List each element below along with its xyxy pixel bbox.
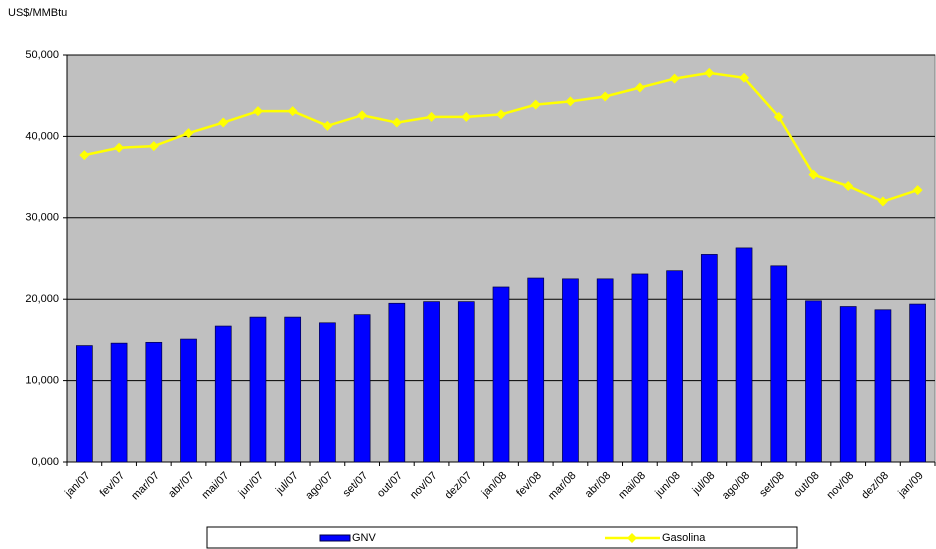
bar bbox=[596, 278, 614, 463]
y-tick-label: 20,000 bbox=[25, 293, 59, 305]
marker bbox=[634, 82, 645, 93]
marker bbox=[252, 106, 263, 117]
x-tick-label: mar/07 bbox=[129, 470, 162, 503]
x-tick-label: mar/08 bbox=[546, 470, 579, 503]
marker bbox=[461, 111, 472, 122]
x-tick-label: dez/07 bbox=[443, 470, 475, 502]
bar bbox=[839, 306, 857, 463]
bar bbox=[180, 338, 197, 463]
bar bbox=[562, 278, 579, 463]
marker bbox=[218, 117, 229, 128]
bar bbox=[457, 301, 475, 463]
x-tick-label: nov/07 bbox=[408, 470, 440, 502]
bar bbox=[249, 316, 267, 463]
x-tick-label: nov/08 bbox=[825, 470, 857, 502]
marker bbox=[183, 128, 194, 139]
x-tick-label: abr/08 bbox=[583, 470, 614, 501]
marker bbox=[877, 196, 888, 207]
bar bbox=[145, 341, 163, 463]
bar bbox=[388, 302, 406, 463]
bar bbox=[214, 325, 232, 463]
x-tick-label: ago/07 bbox=[303, 470, 335, 502]
x-tick-label: jul/07 bbox=[273, 470, 301, 498]
bar bbox=[805, 300, 822, 463]
legend-label: Gasolina bbox=[662, 532, 706, 544]
marker bbox=[773, 111, 784, 122]
marker bbox=[148, 141, 159, 152]
x-tick-label: jun/07 bbox=[236, 470, 266, 500]
x-tick-label: mai/07 bbox=[200, 470, 232, 502]
bar bbox=[770, 265, 788, 463]
marker bbox=[426, 111, 437, 122]
y-axis-label: US$/MMBtu bbox=[8, 7, 67, 19]
y-tick-label: 40,000 bbox=[25, 130, 59, 142]
x-tick-label: abr/07 bbox=[166, 470, 197, 501]
bar bbox=[319, 322, 336, 463]
x-tick-label: fev/08 bbox=[514, 470, 544, 500]
bar bbox=[909, 303, 926, 463]
marker bbox=[287, 106, 298, 117]
bar bbox=[423, 301, 440, 463]
marker bbox=[600, 91, 611, 102]
bar bbox=[492, 286, 510, 463]
marker bbox=[843, 181, 854, 192]
x-tick-label: ago/08 bbox=[720, 470, 752, 502]
marker bbox=[739, 72, 750, 83]
bar bbox=[353, 314, 371, 463]
bar bbox=[110, 342, 128, 463]
y-tick-label: 50,000 bbox=[25, 49, 59, 61]
x-tick-label: jul/08 bbox=[690, 470, 718, 498]
y-tick-label: 10,000 bbox=[25, 375, 59, 387]
marker bbox=[496, 109, 506, 120]
marker bbox=[530, 99, 541, 110]
bar bbox=[284, 316, 302, 463]
bar bbox=[76, 345, 93, 463]
marker bbox=[565, 96, 576, 107]
x-tick-label: out/07 bbox=[375, 470, 405, 500]
marker bbox=[808, 169, 819, 180]
x-tick-label: fev/07 bbox=[98, 470, 128, 500]
legend-swatch bbox=[319, 534, 351, 542]
marker bbox=[114, 142, 125, 153]
x-tick-label: set/08 bbox=[757, 470, 787, 500]
x-tick-label: jan/08 bbox=[479, 470, 509, 500]
x-tick-label: jan/07 bbox=[62, 470, 92, 500]
marker bbox=[669, 73, 680, 84]
legend-box bbox=[206, 526, 798, 549]
bar bbox=[874, 309, 892, 463]
marker bbox=[79, 150, 90, 161]
x-tick-label: jan/09 bbox=[895, 470, 925, 500]
x-tick-label: dez/08 bbox=[859, 470, 891, 502]
bar bbox=[666, 270, 683, 463]
marker bbox=[322, 120, 333, 131]
marker bbox=[391, 117, 402, 128]
marker bbox=[704, 67, 715, 78]
marker bbox=[357, 110, 368, 121]
x-tick-label: mai/08 bbox=[616, 470, 648, 502]
marker bbox=[912, 185, 923, 196]
bar bbox=[735, 247, 753, 463]
y-tick-label: 30,000 bbox=[25, 212, 59, 224]
legend-marker bbox=[627, 533, 637, 543]
bar bbox=[527, 277, 545, 463]
x-tick-label: jun/08 bbox=[652, 470, 682, 500]
x-tick-label: out/08 bbox=[792, 470, 822, 500]
x-tick-label: set/07 bbox=[341, 470, 371, 500]
bar bbox=[631, 273, 649, 463]
y-tick-label: 0,000 bbox=[31, 456, 59, 468]
bar bbox=[700, 254, 718, 463]
legend-label: GNV bbox=[352, 532, 377, 544]
